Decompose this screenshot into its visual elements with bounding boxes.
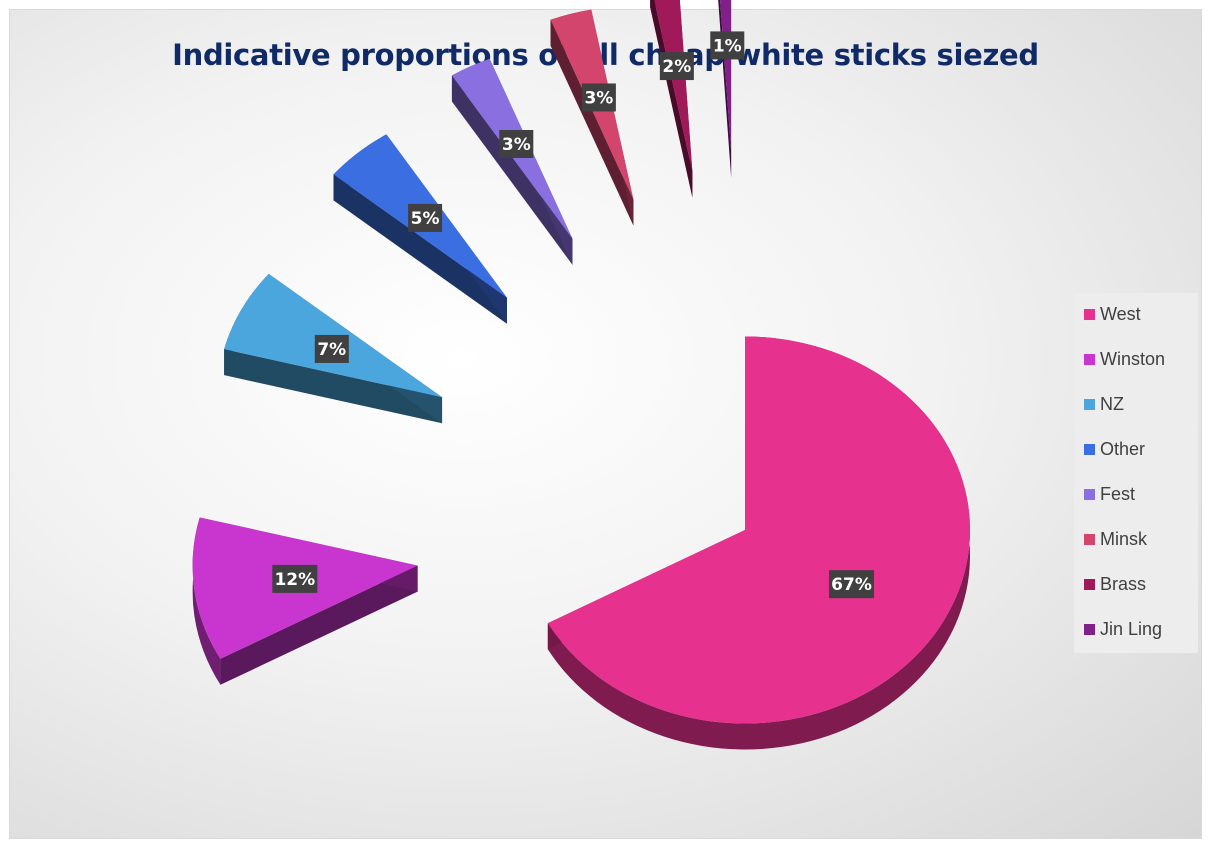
legend-swatch: [1084, 443, 1095, 455]
data-label: 7%: [314, 334, 349, 363]
svg-text:1%: 1%: [713, 36, 742, 56]
legend-label: West: [1100, 303, 1141, 324]
svg-text:3%: 3%: [584, 88, 613, 108]
chart-title: Indicative proportions of all cheap whit…: [172, 38, 1039, 72]
svg-text:3%: 3%: [502, 135, 531, 155]
legend-item: NZ: [1084, 393, 1124, 415]
slice-other: [333, 134, 507, 324]
svg-text:12%: 12%: [274, 570, 315, 590]
svg-text:7%: 7%: [317, 340, 346, 360]
slice-minsk: [550, 9, 634, 226]
legend-item: Brass: [1084, 573, 1146, 595]
data-label: 3%: [581, 83, 616, 112]
svg-text:67%: 67%: [831, 575, 872, 595]
legend-item: Jin Ling: [1084, 618, 1162, 640]
legend-swatch: [1084, 533, 1095, 545]
svg-text:5%: 5%: [411, 209, 440, 229]
legend-label: Other: [1100, 438, 1146, 459]
legend-swatch: [1084, 623, 1095, 635]
data-label: 5%: [408, 203, 443, 232]
legend-label: Winston: [1100, 348, 1166, 369]
data-label: 2%: [659, 52, 694, 81]
legend-label: Jin Ling: [1100, 618, 1163, 639]
slice-fest: [451, 58, 573, 265]
slice-west: [547, 336, 971, 750]
slice-brass: [650, 0, 693, 198]
legend-swatch: [1084, 578, 1095, 590]
legend-swatch: [1084, 308, 1095, 320]
data-label: 1%: [710, 31, 745, 60]
legend-label: Minsk: [1100, 528, 1148, 549]
legend: West Winston NZ Other Fest Minsk Brass Jin Ling: [1074, 293, 1198, 653]
data-label: 12%: [272, 564, 318, 593]
legend-swatch: [1084, 488, 1095, 500]
legend-label: Brass: [1100, 573, 1147, 594]
legend-item: Fest: [1084, 483, 1135, 505]
data-label: 3%: [499, 129, 534, 158]
svg-text:2%: 2%: [662, 57, 691, 77]
data-label: 67%: [829, 570, 875, 599]
legend-item: West: [1084, 303, 1141, 325]
legend-swatch: [1084, 353, 1095, 365]
legend-label: Fest: [1100, 483, 1136, 504]
slice-winston: [192, 517, 418, 685]
legend-item: Winston: [1084, 348, 1165, 370]
legend-item: Other: [1084, 438, 1145, 460]
legend-item: Minsk: [1084, 528, 1147, 550]
legend-label: NZ: [1100, 393, 1124, 414]
slice-jin-ling: [718, 0, 732, 178]
legend-swatch: [1084, 398, 1095, 410]
